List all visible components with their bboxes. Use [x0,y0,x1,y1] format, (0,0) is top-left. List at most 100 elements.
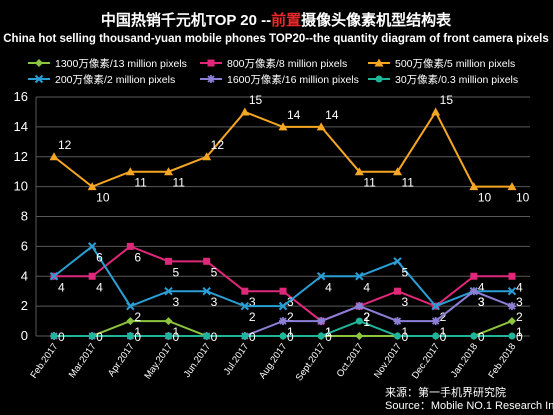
series-5: 0 0 0 0 0 0 0 010 0 0 0 [50,315,523,344]
data-point [88,272,96,280]
data-point [164,317,173,326]
data-point [469,182,479,191]
data-label: 12 [211,138,225,152]
data-point [431,317,440,326]
legend-item: 800万像素/8 million pixels [200,57,347,70]
data-label: 10 [516,191,530,205]
data-point [508,317,516,326]
data-label: 3 [402,295,409,309]
data-point [241,332,249,340]
chart-title-prefix: 中国热销千元机TOP 20 -- [101,11,271,29]
data-point [470,332,478,340]
data-point [126,332,134,340]
data-label: 4 [58,280,65,294]
data-point [316,122,326,131]
data-label: 0 [287,330,294,344]
data-label: 0 [249,330,256,344]
legend-label: 1300万像素/13 million pixels [55,57,187,70]
data-label: 1 [440,325,447,339]
y-tick-label: 6 [21,238,28,253]
data-point [469,287,478,296]
data-point [88,332,96,340]
data-point [431,107,441,116]
y-tick-label: 4 [21,268,28,283]
data-label: 3 [211,295,218,309]
data-point [355,317,363,325]
data-label: 0 [402,330,409,344]
data-point [202,286,211,296]
data-label: 2 [134,310,141,324]
data-label: 0 [58,330,65,344]
data-label: 4 [478,280,485,294]
data-label: 4 [325,280,332,294]
y-tick-label: 14 [14,119,28,134]
chart-title-suffix: 摄像头像素机型结构表 [301,11,452,29]
data-point [240,301,250,311]
y-tick-label: 2 [21,298,28,313]
data-point [126,317,135,326]
data-point [207,59,215,67]
data-label: 1 [402,325,409,339]
series-2: 12 10 11 11 12 15 14 14 11 11 15 10 10 [49,93,530,205]
data-label: 4 [96,280,103,294]
data-point [393,257,402,266]
data-label: 11 [363,176,376,190]
data-point [165,332,172,340]
data-label: 1 [173,325,180,339]
data-label: 4 [363,280,370,294]
data-label: 14 [325,108,339,122]
data-point [126,301,135,311]
data-point [202,152,212,161]
data-label: 0 [211,330,218,344]
data-label: 1 [287,325,294,339]
data-label: 10 [478,191,492,205]
y-tick-label: 0 [21,328,28,343]
data-label: 0 [173,330,180,344]
data-label: 6 [96,250,103,264]
chart-title: 中国热销千元机TOP 20 --前置摄像头像素机型结构表 [101,11,452,29]
data-label: 6 [134,250,141,264]
legend: 1300万像素/13 million pixels 800万像素/8 millio… [28,57,518,86]
data-point [125,167,135,176]
data-point [50,332,58,340]
data-label: 14 [287,108,301,122]
data-label: 2 [440,310,447,324]
data-label: 11 [173,176,186,190]
data-label: 0 [134,330,141,344]
data-label: 3 [478,295,485,309]
legend-label: 30万像素/0.3 million pixels [395,73,518,86]
data-point [87,182,97,191]
data-point [355,272,364,281]
data-label: 3 [516,295,523,309]
data-point [507,182,517,191]
data-label: 2 [249,310,256,324]
data-point [165,257,172,265]
data-point [355,332,364,340]
data-point [203,332,211,340]
data-point [317,317,326,326]
data-point [375,75,383,83]
data-point [394,332,401,340]
data-point [508,272,516,280]
data-label: 11 [134,176,147,190]
data-point [49,272,59,281]
data-point [393,167,402,176]
y-tick-label: 10 [14,179,28,194]
data-point [241,287,249,295]
data-label: 3 [173,295,180,309]
data-point [164,167,173,176]
data-point [164,286,173,296]
data-label: 2 [363,310,370,324]
data-point [354,167,364,176]
data-label: 5 [402,265,409,279]
source-line-2: Source：Mobile NO.1 Research Institute [385,400,553,412]
legend-item: 1600万像素/16 million pixels [200,73,359,86]
data-label: 2 [287,310,294,324]
data-point [278,301,288,311]
y-tick-label: 12 [14,149,28,164]
data-point [279,317,287,326]
data-label: 5 [211,265,218,279]
legend-item: 200万像素/2 million pixels [28,73,175,86]
